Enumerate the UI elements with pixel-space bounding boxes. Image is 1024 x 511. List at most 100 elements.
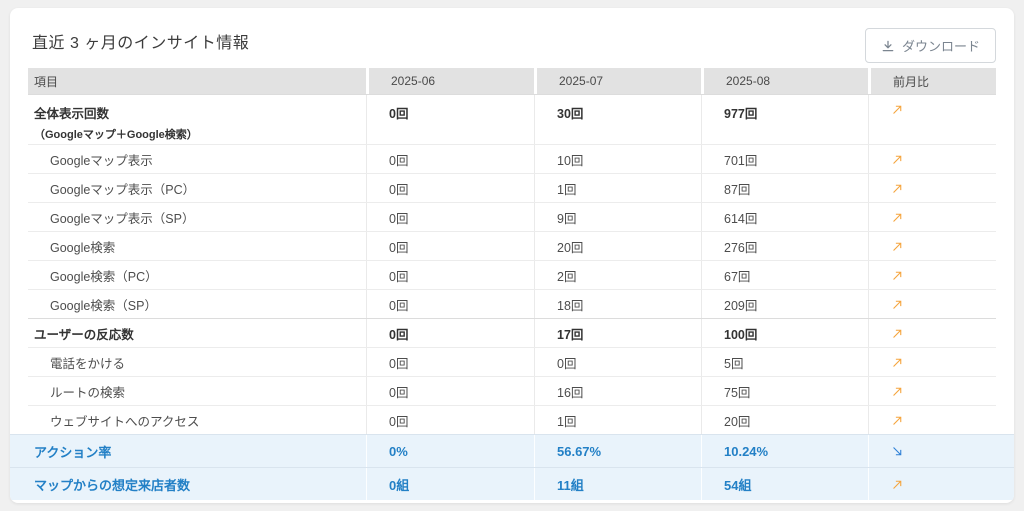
column-header-mom: 前月比 [868, 68, 996, 94]
row-label: Google検索（PC） [50, 269, 158, 284]
value-cell: 20回 [534, 232, 701, 260]
trend-up-arrow-icon [893, 416, 902, 425]
table-row: Google検索（SP） 0回 18回 209回 [28, 289, 996, 318]
value-cell: 0回 [366, 406, 534, 434]
trend-icon [891, 414, 904, 427]
trend-icon [891, 385, 904, 398]
trend-icon [891, 478, 904, 491]
trend-icon [891, 356, 904, 369]
table-row: Googleマップ表示（SP） 0回 9回 614回 [28, 202, 996, 231]
trend-icon [891, 153, 904, 166]
trend-cell [868, 435, 1014, 467]
value-cell: 0回 [366, 348, 534, 376]
trend-cell [868, 261, 996, 289]
trend-icon [891, 327, 904, 340]
value-cell: 0回 [366, 95, 534, 144]
table-row: 電話をかける 0回 0回 5回 [28, 347, 996, 376]
value-cell: 614回 [701, 203, 868, 231]
trend-cell [868, 348, 996, 376]
column-header-month-3: 2025-08 [701, 68, 868, 94]
trend-cell [868, 290, 996, 318]
value-cell: 75回 [701, 377, 868, 405]
trend-up-arrow-icon [893, 242, 902, 251]
trend-up-arrow-icon [893, 300, 902, 309]
row-label: ユーザーの反応数 [34, 327, 134, 342]
trend-up-arrow-icon [893, 184, 902, 193]
value-cell: 209回 [701, 290, 868, 318]
value-cell: 11組 [534, 468, 701, 500]
table-row: Googleマップ表示 0回 10回 701回 [28, 144, 996, 173]
value-cell: 0回 [366, 232, 534, 260]
column-header-item: 項目 [34, 74, 59, 89]
trend-up-arrow-icon [893, 155, 902, 164]
value-cell: 9回 [534, 203, 701, 231]
value-cell: 701回 [701, 145, 868, 173]
trend-cell [868, 95, 996, 144]
row-label: Googleマップ表示 [50, 153, 153, 168]
table-row: Google検索 0回 20回 276回 [28, 231, 996, 260]
value-cell: 2回 [534, 261, 701, 289]
value-cell: 87回 [701, 174, 868, 202]
table-row: ユーザーの反応数 0回 17回 100回 [28, 318, 996, 347]
trend-cell [868, 377, 996, 405]
row-label: Google検索 [50, 240, 116, 255]
trend-cell [868, 232, 996, 260]
value-cell: 977回 [701, 95, 868, 144]
table-header-row: 項目 2025-06 2025-07 2025-08 前月比 [28, 68, 996, 94]
download-button[interactable]: ダウンロード [864, 28, 996, 63]
row-label: Googleマップ表示（PC） [50, 182, 196, 197]
trend-cell [868, 468, 1014, 500]
download-icon [881, 39, 895, 53]
value-cell: 67回 [701, 261, 868, 289]
trend-up-arrow-icon [893, 329, 902, 338]
value-cell: 54組 [701, 468, 868, 500]
row-label: マップからの想定来店者数 [34, 477, 191, 493]
page-title: 直近 3 ヶ月のインサイト情報 [32, 35, 250, 52]
row-label-cell: 全体表示回数 （Googleマップ＋Google検索） [28, 95, 366, 144]
value-cell: 0% [366, 435, 534, 467]
table-row: ウェブサイトへのアクセス 0回 1回 20回 [28, 405, 996, 434]
trend-cell [868, 406, 996, 434]
value-cell: 20回 [701, 406, 868, 434]
table-row: Google検索（PC） 0回 2回 67回 [28, 260, 996, 289]
row-label: Googleマップ表示（SP） [50, 211, 195, 226]
table-row: アクション率 0% 56.67% 10.24% [10, 434, 1014, 467]
table-row: Googleマップ表示（PC） 0回 1回 87回 [28, 173, 996, 202]
trend-icon [891, 240, 904, 253]
value-cell: 0回 [534, 348, 701, 376]
value-cell: 0回 [366, 174, 534, 202]
value-cell: 30回 [534, 95, 701, 144]
trend-up-arrow-icon [893, 480, 902, 489]
trend-cell [868, 174, 996, 202]
value-cell: 10.24% [701, 435, 868, 467]
download-button-label: ダウンロード [901, 39, 980, 54]
value-cell: 0回 [366, 145, 534, 173]
value-cell: 10回 [534, 145, 701, 173]
trend-up-arrow-icon [893, 387, 902, 396]
value-cell: 16回 [534, 377, 701, 405]
value-cell: 1回 [534, 406, 701, 434]
row-sublabel: （Googleマップ＋Google検索） [34, 129, 198, 141]
trend-icon [891, 445, 904, 458]
column-header-month-2: 2025-07 [534, 68, 701, 94]
trend-up-arrow-icon [893, 271, 902, 280]
trend-down-arrow-icon [893, 446, 902, 455]
table-row: ルートの検索 0回 16回 75回 [28, 376, 996, 405]
value-cell: 1回 [534, 174, 701, 202]
value-cell: 5回 [701, 348, 868, 376]
trend-cell [868, 319, 996, 347]
row-label: アクション率 [34, 444, 112, 460]
row-label: ルートの検索 [50, 385, 126, 400]
column-header-month-1: 2025-06 [366, 68, 534, 94]
trend-up-arrow-icon [893, 105, 902, 114]
value-cell: 18回 [534, 290, 701, 318]
trend-icon [891, 211, 904, 224]
value-cell: 0回 [366, 377, 534, 405]
card-header: 直近 3 ヶ月のインサイト情報 ダウンロード [10, 8, 1014, 68]
table-row: 全体表示回数 （Googleマップ＋Google検索） 0回 30回 977回 [28, 94, 996, 144]
value-cell: 17回 [534, 319, 701, 347]
trend-icon [891, 182, 904, 195]
trend-cell [868, 203, 996, 231]
value-cell: 100回 [701, 319, 868, 347]
trend-icon [891, 103, 904, 116]
